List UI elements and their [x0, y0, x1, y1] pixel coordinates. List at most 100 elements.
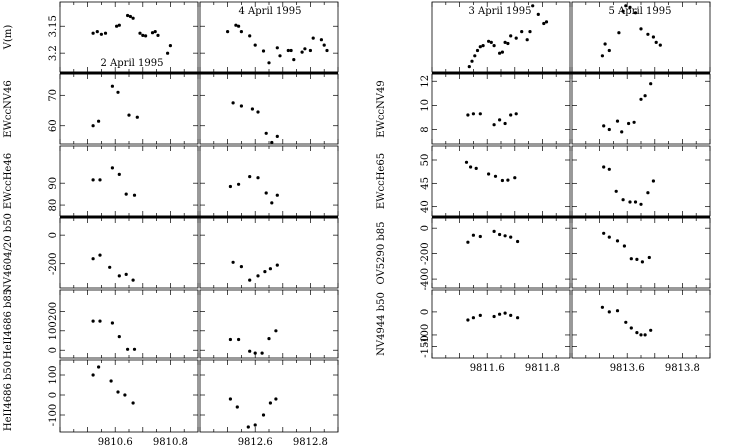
data-point	[274, 329, 278, 333]
data-point	[131, 401, 135, 405]
date-title: 3 April 1995	[469, 6, 532, 17]
data-point	[471, 112, 475, 116]
data-point	[528, 30, 532, 34]
data-point	[268, 401, 272, 405]
data-point	[231, 101, 235, 105]
data-point	[513, 176, 517, 180]
data-point	[166, 51, 170, 55]
data-point	[98, 253, 102, 257]
date-title: 4 April 1995	[239, 6, 302, 17]
data-point	[464, 160, 469, 164]
panel-frame	[59, 217, 199, 289]
y-tick-label: 8	[420, 126, 431, 132]
data-point	[228, 397, 232, 401]
y-tick-label: 70	[48, 89, 59, 102]
y-tick-label: 80	[48, 199, 59, 212]
data-point	[498, 232, 502, 237]
data-point	[516, 316, 520, 320]
y-tick-label: -100	[48, 404, 59, 426]
data-point	[97, 365, 101, 369]
data-point	[481, 44, 485, 48]
data-point	[467, 65, 471, 69]
data-point	[116, 390, 120, 394]
data-point	[600, 305, 605, 309]
data-point	[234, 23, 238, 27]
panel-frame	[59, 73, 199, 145]
data-point	[475, 48, 480, 53]
data-point	[278, 54, 282, 58]
panel-frame	[59, 359, 199, 433]
y-tick-label: 100	[48, 365, 59, 384]
data-point	[231, 260, 235, 264]
data-point	[322, 43, 326, 47]
panel-frame	[431, 217, 571, 289]
y-tick-label: -100	[420, 324, 431, 346]
data-point	[263, 270, 267, 274]
data-point	[237, 182, 241, 186]
data-point	[275, 46, 279, 50]
data-point	[138, 31, 142, 35]
data-point	[607, 127, 611, 132]
data-point	[503, 40, 507, 45]
panel-frame	[571, 289, 711, 359]
data-point	[319, 38, 323, 42]
data-point	[117, 23, 121, 27]
x-tick-label: 9810.6	[98, 437, 133, 447]
data-point	[267, 337, 271, 341]
data-point	[108, 265, 112, 269]
data-point	[640, 260, 645, 264]
data-point	[651, 179, 656, 183]
date-title: 5 April 1995	[609, 6, 672, 17]
data-point	[131, 278, 135, 282]
y-axis-label: EWccNV46	[3, 80, 14, 137]
y-tick-label: 0	[420, 225, 431, 231]
data-point	[156, 33, 160, 38]
data-point	[115, 24, 119, 28]
panel-right-0	[431, 1, 711, 73]
data-point	[286, 48, 290, 53]
date-title: 2 April 1995	[101, 58, 164, 69]
panel-frame	[199, 359, 339, 433]
data-point	[602, 165, 606, 169]
data-point	[91, 178, 95, 182]
data-point	[492, 314, 496, 319]
data-point	[98, 319, 102, 323]
data-point	[248, 34, 252, 38]
data-point	[275, 263, 279, 267]
data-point	[116, 90, 120, 94]
y-tick-label: 0	[420, 309, 431, 315]
data-point	[264, 191, 268, 195]
x-tick-label: 9812.8	[293, 437, 328, 447]
x-tick-label: 9812.6	[238, 437, 273, 447]
data-point	[492, 123, 496, 127]
data-point	[275, 193, 279, 197]
data-point	[144, 34, 148, 38]
data-point	[471, 233, 475, 237]
y-tick-label: 40	[420, 200, 431, 213]
data-point	[268, 267, 272, 271]
data-point	[643, 94, 647, 98]
data-point	[649, 82, 653, 86]
data-point	[228, 337, 232, 342]
data-point	[127, 113, 131, 117]
y-tick-label: 0	[48, 392, 59, 398]
data-point	[632, 120, 636, 124]
data-point	[487, 172, 491, 176]
panel-frame	[431, 73, 571, 145]
data-point	[635, 257, 639, 261]
data-point	[292, 58, 296, 62]
data-point	[237, 337, 241, 342]
data-point	[110, 166, 114, 170]
data-point	[498, 118, 502, 122]
data-point	[478, 112, 482, 116]
data-point	[117, 274, 121, 278]
data-point	[627, 121, 631, 126]
data-point	[275, 134, 279, 138]
y-tick-label: 90	[48, 177, 59, 190]
y-axis-label: EWccNV49	[376, 80, 387, 137]
data-point	[109, 379, 113, 383]
data-point	[621, 198, 625, 202]
data-point	[226, 30, 230, 34]
data-point	[246, 425, 250, 429]
data-point	[654, 40, 658, 45]
